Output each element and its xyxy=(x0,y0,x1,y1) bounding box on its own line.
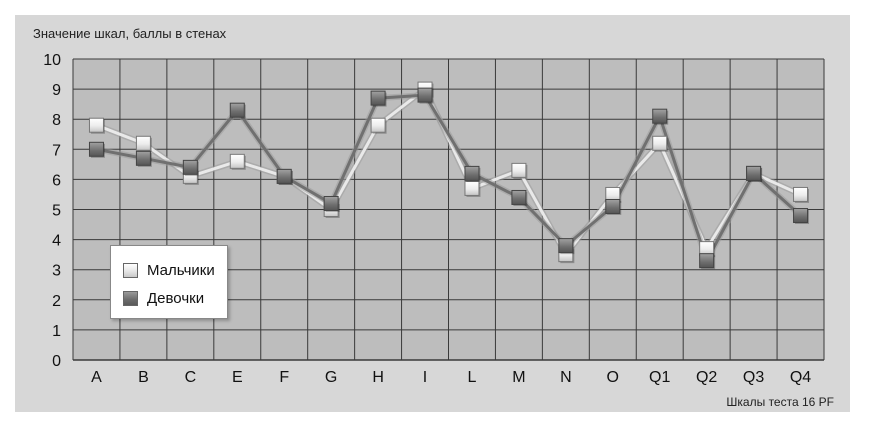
marker-boys xyxy=(511,162,527,178)
marker-girls xyxy=(88,141,104,157)
marker-boys xyxy=(135,135,151,151)
x-tick-label: A xyxy=(91,369,102,386)
marker-girls xyxy=(135,150,151,166)
series-line-girls xyxy=(96,93,802,263)
x-tick-label: F xyxy=(279,369,289,386)
marker-boys xyxy=(464,180,480,196)
legend-item-boys: Мальчики xyxy=(123,261,215,279)
legend-label-boys: Мальчики xyxy=(147,261,215,279)
marker-girls xyxy=(652,108,668,124)
x-tick-label: H xyxy=(372,369,384,386)
x-tick-label: N xyxy=(560,369,572,386)
x-tick-label: L xyxy=(468,369,477,386)
y-axis-title: Значение шкал, баллы в стенах xyxy=(33,26,227,41)
x-tick-label: M xyxy=(512,369,525,386)
marker-girls xyxy=(370,90,386,106)
marker-girls xyxy=(699,253,715,269)
y-tick-label: 9 xyxy=(52,82,61,99)
x-tick-label: E xyxy=(232,369,243,386)
marker-girls xyxy=(464,165,480,181)
legend: Мальчики Девочки xyxy=(110,245,228,319)
x-tick-label: I xyxy=(423,369,427,386)
x-tick-label: B xyxy=(138,369,149,386)
x-tick-label: Q2 xyxy=(696,369,717,386)
marker-girls xyxy=(323,195,339,211)
marker-girls xyxy=(229,102,245,118)
marker-girls xyxy=(182,159,198,175)
x-tick-label: G xyxy=(325,369,337,386)
x-tick-label: Q1 xyxy=(649,369,670,386)
marker-boys xyxy=(370,117,386,133)
legend-swatch-girls xyxy=(123,290,138,306)
x-tick-label: O xyxy=(607,369,619,386)
x-tick-label: Q3 xyxy=(743,369,764,386)
y-tick-label: 2 xyxy=(52,293,61,310)
marker-boys xyxy=(793,186,809,202)
y-tick-label: 6 xyxy=(52,172,61,189)
x-axis-title: Шкалы теста 16 PF xyxy=(726,395,834,409)
marker-girls xyxy=(558,238,574,254)
y-tick-label: 4 xyxy=(52,233,61,250)
y-tick-label: 8 xyxy=(52,112,61,129)
legend-swatch-boys xyxy=(123,262,138,278)
legend-item-girls: Девочки xyxy=(123,289,204,307)
marker-girls xyxy=(511,189,527,205)
marker-girls xyxy=(276,168,292,184)
marker-boys xyxy=(88,117,104,133)
y-tick-label: 10 xyxy=(43,52,61,69)
marker-boys xyxy=(229,153,245,169)
legend-label-girls: Девочки xyxy=(147,289,205,307)
y-tick-label: 1 xyxy=(52,323,61,340)
marker-boys xyxy=(652,135,668,151)
x-tick-label: C xyxy=(185,369,197,386)
y-tick-label: 5 xyxy=(52,203,61,220)
marker-girls xyxy=(793,208,809,224)
y-tick-label: 3 xyxy=(52,263,61,280)
y-tick-label: 7 xyxy=(52,142,61,159)
marker-girls xyxy=(417,87,433,103)
x-tick-label: Q4 xyxy=(790,369,811,386)
y-tick-label: 0 xyxy=(52,353,61,370)
marker-girls xyxy=(605,198,621,214)
marker-girls xyxy=(746,165,762,181)
